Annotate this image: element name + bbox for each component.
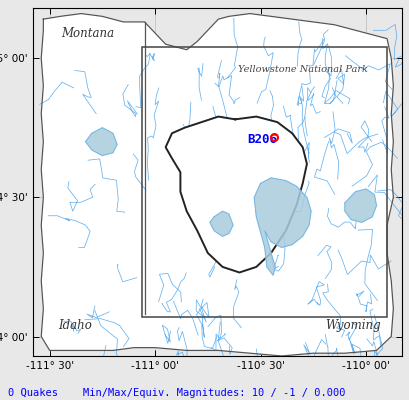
Polygon shape [41,14,392,356]
Text: Idaho: Idaho [58,319,92,332]
Polygon shape [209,211,233,236]
Text: Yellowstone National Park: Yellowstone National Park [237,65,367,74]
Polygon shape [344,189,375,222]
Bar [142,47,386,317]
Text: Wyoming: Wyoming [325,319,380,332]
Text: B206: B206 [246,133,276,146]
Polygon shape [85,128,117,156]
Text: Montana: Montana [61,26,114,40]
Polygon shape [254,178,310,275]
Text: 0 Quakes    Min/Max/Equiv. Magnitudes: 10 / -1 / 0.000: 0 Quakes Min/Max/Equiv. Magnitudes: 10 /… [8,388,345,398]
Polygon shape [165,116,306,272]
